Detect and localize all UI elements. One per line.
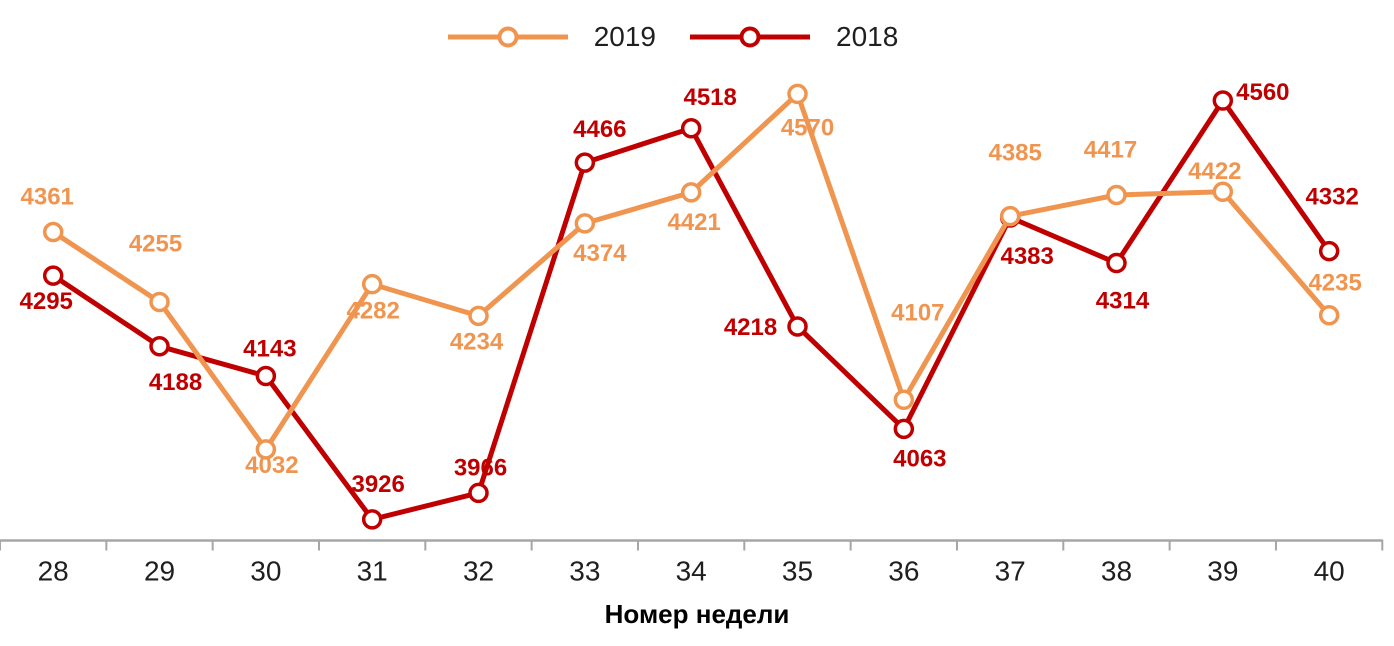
x-axis-tick-label: 35 (782, 556, 813, 587)
data-point-marker-2018 (680, 118, 702, 139)
data-point-marker-2018 (42, 265, 64, 286)
data-point-marker-2018 (1318, 240, 1340, 262)
series-2019 (42, 83, 1340, 460)
data-point-label: 4255 (129, 231, 182, 258)
data-point-label: 4235 (1308, 270, 1361, 297)
data-point-label: 4422 (1188, 158, 1241, 185)
data-point-label: 4107 (891, 299, 944, 326)
data-point-label: 4218 (724, 314, 777, 341)
data-point-label: 4234 (450, 328, 504, 355)
x-axis-tick-label: 33 (569, 556, 600, 587)
data-point-marker-2018 (574, 152, 596, 173)
data-point-label: 4143 (243, 336, 296, 363)
data-point-label: 4383 (1000, 243, 1053, 270)
chart-legend: 2019 2018 (0, 22, 1370, 52)
series-2019-line (50, 91, 1332, 452)
data-point-marker-2019 (680, 182, 702, 203)
data-point-label: 4466 (573, 116, 626, 143)
data-point-marker-2019 (574, 213, 596, 234)
data-point-label: 3926 (351, 471, 404, 498)
data-point-label: 4361 (21, 184, 74, 211)
series-2018 (42, 90, 1340, 530)
data-point-marker-2018 (255, 365, 277, 387)
data-point-marker-2019 (149, 291, 170, 313)
x-axis-tick-label: 31 (357, 556, 388, 587)
data-point-label: 4314 (1096, 288, 1150, 315)
data-point-label: 4063 (893, 445, 946, 472)
data-point-marker-2018 (787, 316, 808, 337)
data-point-marker-2019 (893, 389, 915, 411)
data-point-label: 4374 (573, 240, 627, 267)
data-point-marker-2019 (42, 221, 64, 243)
x-axis-tick-label: 28 (38, 556, 69, 587)
x-axis-tick-label: 40 (1314, 556, 1345, 587)
data-labels: 4361425540324282423443744421457041074385… (20, 79, 1362, 498)
legend-label-2019: 2019 (593, 21, 656, 52)
data-point-label: 4421 (667, 209, 720, 236)
data-point-marker-2018 (1106, 252, 1127, 274)
x-axis-title: Номер недели (604, 599, 790, 629)
legend-swatch-2019 (447, 25, 568, 49)
data-point-marker-2019 (999, 205, 1021, 227)
data-point-label: 4518 (683, 84, 736, 111)
data-point-label: 4417 (1084, 137, 1137, 164)
data-point-marker-2019 (255, 439, 277, 460)
data-point-marker-2018 (468, 482, 489, 504)
legend-item-2019: 2019 (447, 21, 656, 52)
x-axis-tick-label: 38 (1101, 556, 1132, 587)
data-point-marker-2019 (361, 273, 383, 295)
data-point-marker-2018 (149, 336, 170, 357)
x-axis: 28 29 30 31 32 33 34 35 36 37 38 39 40 (0, 539, 1384, 587)
data-point-label: 3966 (454, 454, 507, 481)
x-axis-tick-label: 37 (995, 556, 1026, 587)
data-point-marker-2018 (893, 418, 915, 440)
x-axis-tick-label: 39 (1207, 556, 1238, 587)
legend-item-2018: 2018 (690, 22, 898, 52)
data-point-label: 4385 (988, 140, 1041, 167)
data-point-marker-2018 (1212, 90, 1234, 111)
x-axis-tick-label: 29 (144, 556, 175, 587)
data-point-marker-2019 (468, 305, 489, 327)
data-point-marker-2018 (361, 509, 383, 530)
data-point-marker-2019 (787, 83, 808, 105)
legend-marker-icon (739, 26, 761, 48)
data-point-marker-2019 (1318, 304, 1340, 326)
data-point-marker-2019 (1212, 181, 1234, 202)
data-point-label: 4188 (149, 369, 202, 396)
data-point-label: 4560 (1236, 79, 1289, 106)
x-axis-tick-label: 32 (463, 556, 494, 587)
data-point-label: 4295 (20, 288, 73, 315)
legend-label-2018: 2018 (836, 21, 899, 52)
legend-marker-icon (497, 26, 519, 48)
legend-swatch-2018 (690, 25, 810, 49)
x-axis-tick-label: 34 (676, 556, 707, 587)
data-point-marker-2019 (1106, 184, 1127, 206)
x-axis-tick-label: 30 (250, 556, 281, 587)
x-axis-tick-label: 36 (888, 556, 919, 587)
data-point-label: 4332 (1305, 184, 1358, 211)
